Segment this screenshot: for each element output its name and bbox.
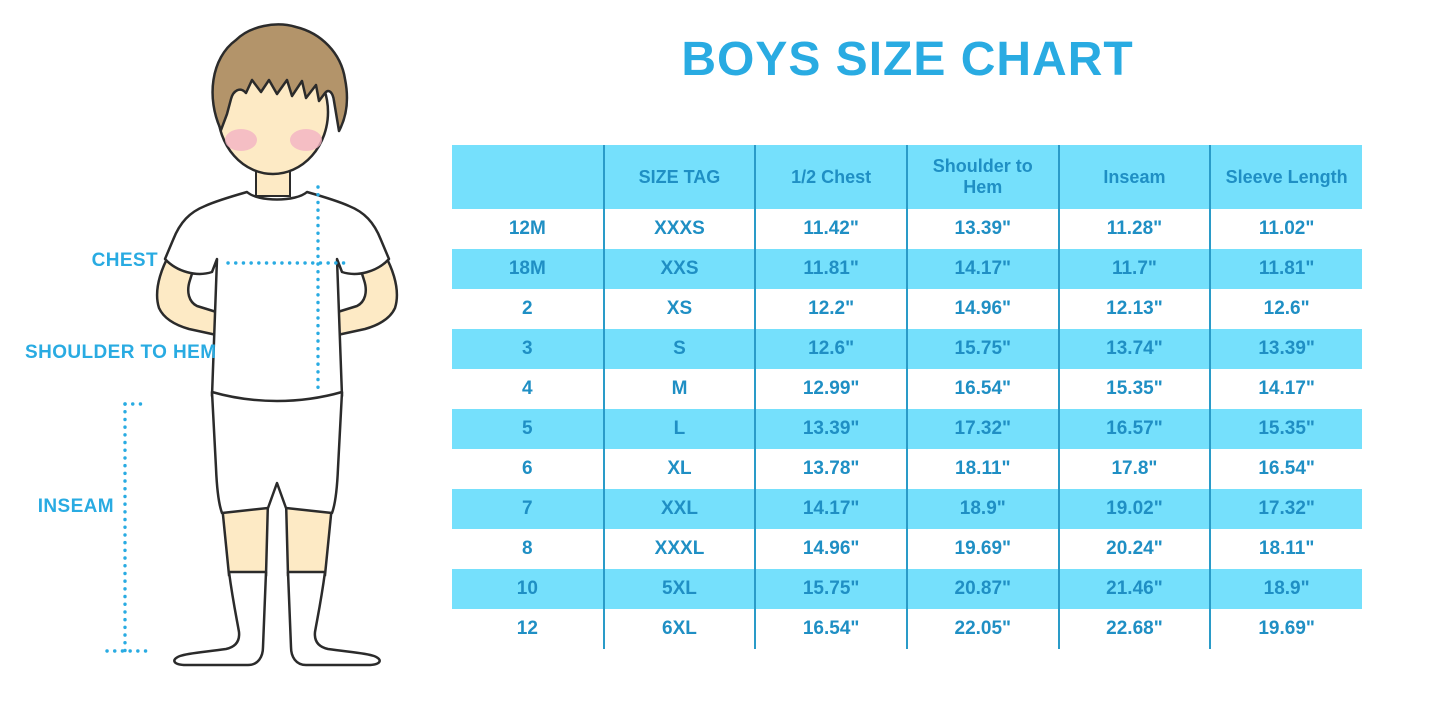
shoulder-to-hem-label: SHOULDER TO HEM — [25, 342, 217, 363]
measure-cell: 12.6" — [1209, 289, 1362, 329]
sock-left — [173, 570, 268, 667]
measure-cell: 21.46" — [1057, 569, 1211, 609]
measure-cell: XXL — [602, 489, 756, 529]
header-row: SIZE TAG 1/2 Chest Shoulder to Hem Inseam Sl… — [452, 145, 1362, 209]
size-cell: 18M — [452, 249, 604, 289]
measure-cell: 18.9" — [1209, 569, 1362, 609]
measure-cell: 12.99" — [754, 369, 907, 409]
measure-cell: 15.75" — [905, 329, 1059, 369]
measure-cell: 15.75" — [754, 569, 907, 609]
measure-cell: XXS — [602, 249, 756, 289]
column-header: Inseam — [1057, 145, 1211, 209]
measure-cell: 13.78" — [754, 449, 907, 489]
measure-cell: 6XL — [602, 609, 756, 649]
measure-cell: 16.54" — [754, 609, 907, 649]
size-cell: 3 — [452, 329, 604, 369]
measure-cell: 16.54" — [905, 369, 1059, 409]
measure-cell: 11.7" — [1057, 249, 1211, 289]
measure-cell: 12.6" — [754, 329, 907, 369]
column-header: SIZE TAG — [602, 145, 756, 209]
size-cell: 4 — [452, 369, 604, 409]
measure-cell: 11.81" — [754, 249, 907, 289]
shorts — [210, 390, 344, 515]
size-cell: 7 — [452, 489, 604, 529]
blush-right-icon — [290, 129, 322, 151]
chest-label: CHEST — [91, 250, 158, 271]
tshirt — [163, 190, 391, 406]
table-row: 5 L 13.39" 17.32" 16.57" 15.35" — [452, 409, 1362, 449]
measure-cell: 11.28" — [1057, 209, 1211, 249]
size-cell: 10 — [452, 569, 604, 609]
measure-cell: 22.05" — [905, 609, 1059, 649]
size-table: SIZE TAG 1/2 Chest Shoulder to Hem Inseam Sl… — [452, 145, 1362, 649]
boy-illustration: CHEST SHOULDER TO HEM INSEAM — [0, 0, 450, 723]
measure-cell: 13.74" — [1057, 329, 1211, 369]
column-header: Shoulder to Hem — [905, 145, 1059, 209]
size-cell: 12 — [452, 609, 604, 649]
measure-cell: 17.8" — [1057, 449, 1211, 489]
measure-cell: 15.35" — [1209, 409, 1362, 449]
inseam-label: INSEAM — [37, 496, 114, 517]
measure-cell: 14.96" — [905, 289, 1059, 329]
measure-cell: 14.17" — [1209, 369, 1362, 409]
measure-cell: L — [602, 409, 756, 449]
measure-cell: 14.17" — [905, 249, 1059, 289]
table-row: 6 XL 13.78" 18.11" 17.8" 16.54" — [452, 449, 1362, 489]
table-row: 8 XXXL 14.96" 19.69" 20.24" 18.11" — [452, 529, 1362, 569]
measure-cell: 13.39" — [905, 209, 1059, 249]
column-header: Sleeve Length — [1209, 145, 1362, 209]
measure-cell: 14.17" — [754, 489, 907, 529]
measure-cell: 19.69" — [905, 529, 1059, 569]
measure-cell: 18.11" — [905, 449, 1059, 489]
measure-cell: XXXL — [602, 529, 756, 569]
size-cell: 8 — [452, 529, 604, 569]
measure-cell: 11.81" — [1209, 249, 1362, 289]
table-row: 12 6XL 16.54" 22.05" 22.68" 19.69" — [452, 609, 1362, 649]
size-cell: 5 — [452, 409, 604, 449]
table-row: 3 S 12.6" 15.75" 13.74" 13.39" — [452, 329, 1362, 369]
measure-cell: 16.54" — [1209, 449, 1362, 489]
size-cell: 12M — [452, 209, 604, 249]
table-row: 4 M 12.99" 16.54" 15.35" 14.17" — [452, 369, 1362, 409]
measure-cell: 18.9" — [905, 489, 1059, 529]
measure-cell: 17.32" — [905, 409, 1059, 449]
measure-cell: XS — [602, 289, 756, 329]
measure-cell: 11.42" — [754, 209, 907, 249]
measure-cell: 13.39" — [754, 409, 907, 449]
measure-cell: S — [602, 329, 756, 369]
measure-cell: 16.57" — [1057, 409, 1211, 449]
column-header — [452, 145, 604, 209]
size-cell: 2 — [452, 289, 604, 329]
size-cell: 6 — [452, 449, 604, 489]
table-row: 18M XXS 11.81" 14.17" 11.7" 11.81" — [452, 249, 1362, 289]
measure-cell: 19.02" — [1057, 489, 1211, 529]
boy-illustration-svg — [105, 23, 399, 667]
measure-cell: 18.11" — [1209, 529, 1362, 569]
measure-cell: XXXS — [602, 209, 756, 249]
hair — [211, 23, 349, 133]
measure-cell: M — [602, 369, 756, 409]
measure-cell: 15.35" — [1057, 369, 1211, 409]
page-title: BOYS SIZE CHART — [681, 33, 1134, 86]
blush-left-icon — [225, 129, 257, 151]
table-row: 12M XXXS 11.42" 13.39" 11.28" 11.02" — [452, 209, 1362, 249]
measure-cell: 22.68" — [1057, 609, 1211, 649]
measure-cell: 17.32" — [1209, 489, 1362, 529]
measure-cell: 5XL — [602, 569, 756, 609]
table-row: 10 5XL 15.75" 20.87" 21.46" 18.9" — [452, 569, 1362, 609]
sock-right — [286, 570, 381, 667]
table-row: 2 XS 12.2" 14.96" 12.13" 12.6" — [452, 289, 1362, 329]
table-row: 7 XXL 14.17" 18.9" 19.02" 17.32" — [452, 489, 1362, 529]
measure-cell: 13.39" — [1209, 329, 1362, 369]
measure-cell: 20.87" — [905, 569, 1059, 609]
column-header: 1/2 Chest — [754, 145, 907, 209]
measure-cell: 20.24" — [1057, 529, 1211, 569]
measure-cell: 12.2" — [754, 289, 907, 329]
measure-cell: 11.02" — [1209, 209, 1362, 249]
measure-cell: XL — [602, 449, 756, 489]
measure-cell: 19.69" — [1209, 609, 1362, 649]
measure-cell: 12.13" — [1057, 289, 1211, 329]
measure-cell: 14.96" — [754, 529, 907, 569]
